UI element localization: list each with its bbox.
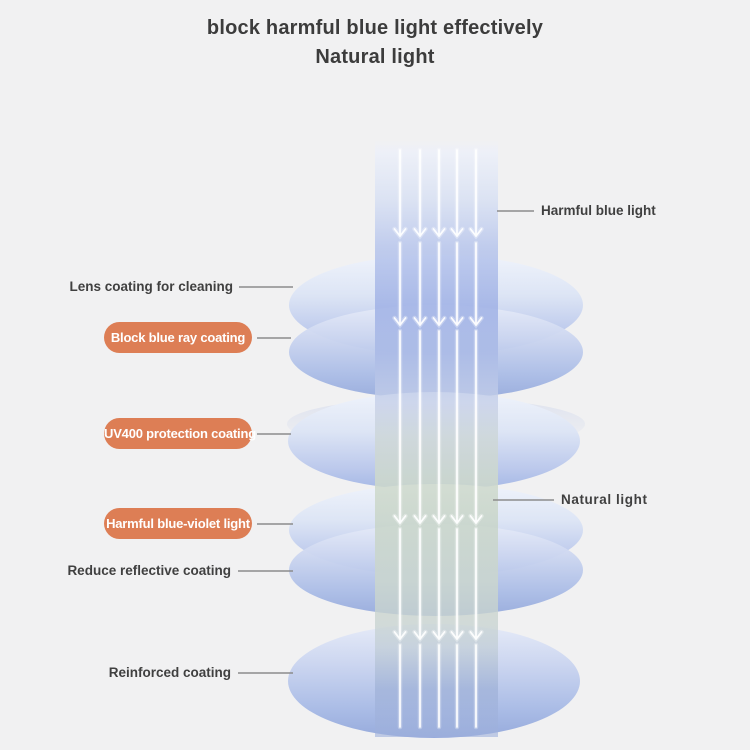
label-reduce-reflective-coating: Reduce reflective coating — [67, 563, 231, 578]
title-line-2: Natural light — [315, 46, 435, 68]
label-reinforced-coating: Reinforced coating — [108, 665, 231, 680]
title-line-1: block harmful blue light effectively — [206, 17, 544, 39]
uv400-protection-coating-pill: UV400 protection coating — [104, 418, 256, 449]
label-harmful-blue-light: Harmful blue light — [541, 203, 656, 218]
page-title: block harmful blue light effectively Nat… — [0, 14, 750, 72]
harmful-blue-violet-light-pill: Harmful blue-violet light — [104, 508, 252, 539]
label-lens-coating-cleaning: Lens coating for cleaning — [69, 279, 233, 294]
light-direction-arrows — [392, 147, 484, 730]
label-natural-light: Natural light — [561, 492, 648, 507]
block-blue-ray-coating-pill: Block blue ray coating — [104, 322, 252, 353]
label-connector-lines — [238, 210, 554, 674]
